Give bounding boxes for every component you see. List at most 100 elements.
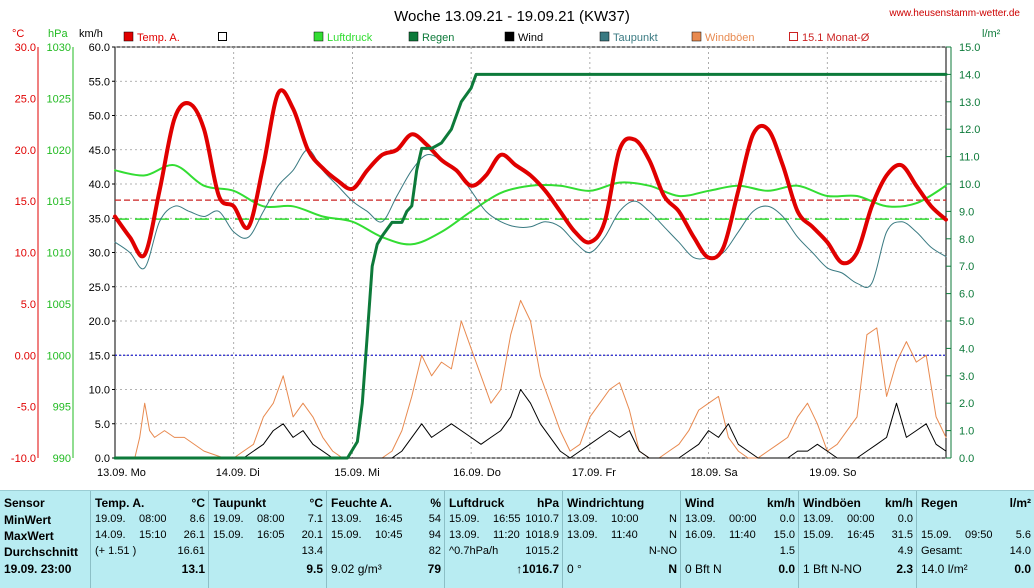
- stats-header: Luftdruck hPa: [449, 496, 559, 512]
- tick-label: 4.0: [959, 343, 974, 355]
- stats-row: 19.09. 08:00 8.6: [95, 513, 205, 529]
- statistics-table: Sensor MinWert MaxWert Durchschnitt 19.09. 2…: [0, 490, 1034, 588]
- tick-label: 0.0: [959, 453, 974, 465]
- stats-row: 1 Bft N-NO 2.3: [803, 562, 913, 578]
- stats-row: 13.4: [213, 545, 323, 561]
- stats-cell-value: 94: [428, 529, 441, 541]
- stats-row: 19.09. 08:00 7.1: [213, 513, 323, 529]
- stats-cell-date: 0 Bft N: [685, 562, 722, 576]
- stats-cell-time: 16:55: [493, 513, 521, 525]
- legend-label: Regen: [422, 32, 454, 44]
- stats-cell-date: Gesamt:: [921, 545, 963, 557]
- stats-column: Wind km/h 13.09. 00:00 0.0 16.09. 11:40 15.0 1.5…: [680, 491, 799, 588]
- stats-cell-value: 5.6: [1015, 529, 1031, 541]
- stats-column: Sensor MinWert MaxWert Durchschnitt 19.09. 2…: [0, 491, 90, 588]
- tick-label: 25.0: [15, 93, 36, 105]
- axis-pressure: 1030 1025 1020 1015 1010 1005 1000 995 990: [47, 42, 74, 465]
- tick-label: 40.0: [89, 179, 110, 191]
- stats-cell-value: 1010.7: [525, 513, 559, 525]
- tick-label: 35.0: [89, 213, 110, 225]
- stats-row: 9.02 g/m³ 79: [331, 562, 441, 578]
- stats-row: 19.09. 23:00: [4, 562, 86, 578]
- tick-label: 5.0: [959, 316, 974, 328]
- stats-header-unit: %: [430, 496, 441, 510]
- stats-cell-time: 00:00: [847, 513, 875, 525]
- tick-label: 9.0: [959, 206, 974, 218]
- tick-label: 15.0: [959, 42, 980, 54]
- stats-header-label: Windrichtung: [567, 496, 645, 510]
- tick-label: 5.0: [21, 299, 36, 311]
- stats-header-label: Regen: [921, 496, 958, 510]
- tick-label: 30.0: [89, 248, 110, 260]
- unit-rain: l/m²: [982, 28, 1001, 40]
- legend-label: Luftdruck: [327, 32, 373, 44]
- legend-label: Temp. A.: [137, 32, 180, 44]
- tick-label: 10.0: [89, 385, 110, 397]
- stats-cell-value: 0.0: [779, 513, 795, 525]
- stats-row: (+ 1.51 ) 16.61: [95, 545, 205, 561]
- stats-cell-date: 19.09.: [95, 513, 126, 525]
- stats-row: 13.09. 11:20 1018.9: [449, 529, 559, 545]
- stats-cell-time: 11:40: [729, 529, 756, 541]
- stats-cell-date: MinWert: [4, 513, 52, 527]
- stats-header-label: Windböen: [803, 496, 861, 510]
- stats-header-label: Wind: [685, 496, 715, 510]
- stats-cell-value: 0.0: [1014, 562, 1031, 576]
- stats-cell-time: 11:40: [611, 529, 638, 541]
- stats-header: Taupunkt °C: [213, 496, 323, 512]
- stats-cell-date: 14.0 l/m²: [921, 562, 968, 576]
- tick-label: 1000: [47, 350, 71, 362]
- tick-label: -10.0: [11, 453, 36, 465]
- stats-cell-date: 13.09.: [685, 513, 716, 525]
- tick-label: 0.0: [95, 453, 110, 465]
- weather-chart: Woche 13.09.21 - 19.09.21 (KW37) www.heu…: [10, 8, 1021, 479]
- stats-cell-date: 9.02 g/m³: [331, 562, 382, 576]
- stats-row: ^0.7hPa/h 1015.2: [449, 545, 559, 561]
- stats-cell-value: 7.1: [307, 513, 323, 525]
- stats-row: 4.9: [803, 545, 913, 561]
- stats-cell-value: N: [669, 513, 677, 525]
- tick-label: 0.00: [15, 350, 36, 362]
- stats-header: Wind km/h: [685, 496, 795, 512]
- stats-header-label: Sensor: [4, 496, 45, 510]
- stats-header-label: Temp. A.: [95, 496, 145, 510]
- stats-cell-date: 13.09.: [449, 529, 480, 541]
- tick-label: 5.0: [95, 419, 110, 431]
- axis-temp: 30.0 25.0 20.0 15.0 10.0 5.0 0.00 -5.0 -10.0: [11, 42, 39, 465]
- stats-header-unit: l/m²: [1009, 496, 1031, 510]
- unit-wind: km/h: [79, 28, 103, 40]
- tick-label: 10.0: [15, 248, 36, 260]
- tick-label: 1010: [47, 248, 71, 260]
- stats-row: [921, 513, 1031, 529]
- stats-cell-value: 82: [428, 545, 441, 557]
- tick-label: 10.0: [959, 179, 980, 191]
- stats-row: 15.09. 09:50 5.6: [921, 529, 1031, 545]
- stats-cell-date: 15.09.: [449, 513, 480, 525]
- series-temp-a: [113, 88, 948, 266]
- tick-label: 995: [53, 402, 71, 414]
- unit-temp: °C: [12, 28, 24, 40]
- stats-row: 9.5: [213, 562, 323, 578]
- stats-cell-value: N: [669, 529, 677, 541]
- tick-label: 1025: [47, 93, 71, 105]
- stats-cell-value: 26.1: [183, 529, 205, 541]
- stats-cell-value: N-NO: [648, 545, 677, 557]
- stats-column: Windböen km/h 13.09. 00:00 0.0 15.09. 16:45 31.…: [798, 491, 917, 588]
- stats-row: 0 ° N: [567, 562, 677, 578]
- stats-cell-date: 15.09.: [331, 529, 362, 541]
- axis-rain: 15.0 14.0 13.0 12.0 11.0 10.0 9.0 8.0 7.0 6.0 5.0 4…: [946, 42, 980, 465]
- stats-row: Durchschnitt: [4, 545, 86, 561]
- stats-cell-time: 10:00: [611, 513, 639, 525]
- stats-cell-date: 15.09.: [803, 529, 834, 541]
- stats-row: 13.09. 00:00 0.0: [685, 513, 795, 529]
- tick-label: 6.0: [959, 289, 974, 301]
- site-url[interactable]: www.heusenstamm-wetter.de: [888, 8, 1020, 19]
- stats-cell-value: 0.0: [778, 562, 795, 576]
- legend-label: Wind: [518, 32, 543, 44]
- legend-swatch: [123, 31, 134, 42]
- tick-label: 25.0: [89, 282, 110, 294]
- stats-cell-time: 09:50: [965, 529, 993, 541]
- stats-row: 15.09. 16:05 20.1: [213, 529, 323, 545]
- tick-label: 14.0: [959, 69, 980, 81]
- tick-label: 15.0: [15, 196, 36, 208]
